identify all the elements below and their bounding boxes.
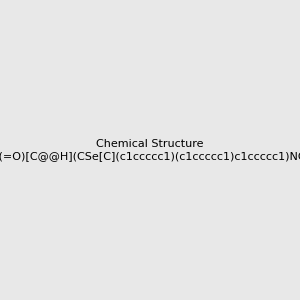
Text: Chemical Structure
OC(=O)[C@@H](CSe[C](c1ccccc1)(c1ccccc1)c1ccccc1)NC...: Chemical Structure OC(=O)[C@@H](CSe[C](c…: [0, 139, 300, 161]
